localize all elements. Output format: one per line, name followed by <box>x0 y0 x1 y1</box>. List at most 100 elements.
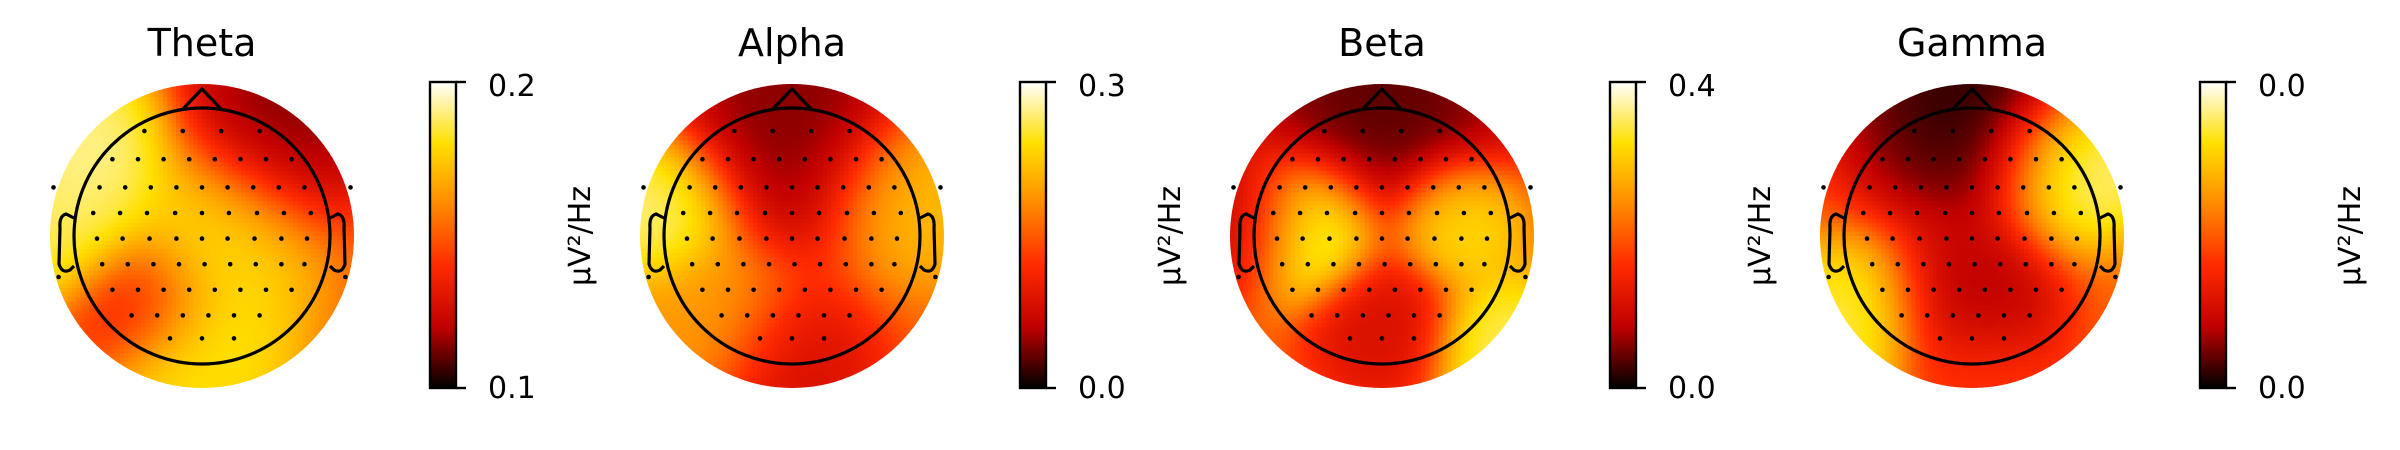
panel-title: Beta <box>1338 21 1426 65</box>
electrode-dot <box>1969 210 1975 216</box>
electrode-dot <box>802 156 808 162</box>
electrode-dot <box>125 261 131 267</box>
colorbar-max-label: 0.2 <box>488 69 536 104</box>
electrode-dot <box>1523 274 1528 280</box>
head-outline <box>1842 106 2102 366</box>
electrode-dot <box>253 261 259 267</box>
electrode-dot <box>1956 156 1962 162</box>
electrode-dot <box>1995 185 2000 190</box>
electrode-dot <box>2020 185 2026 190</box>
electrode-dot <box>816 210 822 216</box>
electrode-dot <box>1869 261 1875 267</box>
panel-title: Gamma <box>1897 21 2047 65</box>
electrode-dot <box>2023 261 2029 267</box>
electrode-dot <box>120 236 125 241</box>
electrode-dot <box>821 313 827 318</box>
electrode-dot <box>1921 261 1926 267</box>
panel-beta: Beta 0.4 0.0 µV²/Hz <box>1230 21 1778 406</box>
electrode-dot <box>279 236 284 241</box>
electrode-dot <box>1899 313 1904 318</box>
electrode-dot <box>1950 313 1956 318</box>
electrode-dot <box>263 156 269 162</box>
electrode-dot <box>2024 210 2030 216</box>
electrode-dot <box>712 185 718 190</box>
electrode-dot <box>764 236 769 241</box>
electrode-dot <box>1331 261 1336 267</box>
electrode-dot <box>199 336 205 341</box>
colorbar-max-label: 0.4 <box>1668 69 1716 104</box>
colorbar: 0.3 0.0 µV²/Hz <box>1018 69 1188 406</box>
electrode-dot <box>1392 287 1398 293</box>
electrode-dot <box>792 261 797 267</box>
electrode-dot <box>186 287 192 293</box>
electrode-dot <box>1917 236 1922 241</box>
head-outline <box>1252 106 1512 366</box>
electrode-dot <box>174 185 179 190</box>
electrode-dot <box>1905 156 1911 162</box>
electrode-markers <box>1231 128 1533 341</box>
electrode-dot <box>1484 236 1490 241</box>
electrode-dot <box>840 185 846 190</box>
electrode-dot <box>1944 236 1949 241</box>
electrode-dot <box>751 156 756 162</box>
topomap <box>50 84 354 388</box>
electrode-dot <box>1277 185 1282 190</box>
power-field <box>50 84 354 388</box>
electrode-dot <box>894 236 900 241</box>
electrode-dot <box>1360 313 1366 318</box>
power-field <box>640 84 944 388</box>
electrode-dot <box>1386 313 1391 318</box>
electrode-dot <box>129 313 134 318</box>
electrode-dot <box>161 156 166 162</box>
electrode-dot <box>1469 156 1474 162</box>
electrode-dot <box>853 156 859 162</box>
right-ear <box>918 212 937 273</box>
electrode-dot <box>737 236 742 241</box>
electrode-dot <box>1895 261 1901 267</box>
electrode-dot <box>1274 236 1280 241</box>
electrode-dot <box>828 156 833 162</box>
electrode-dot <box>789 236 795 241</box>
electrode-dot <box>172 210 178 216</box>
electrode-dot <box>1459 236 1464 241</box>
electrode-dot <box>869 261 874 267</box>
colorbar-min-label: 0.1 <box>488 371 536 406</box>
electrode-dot <box>684 236 690 241</box>
electrode-dot <box>808 128 814 134</box>
electrode-dot <box>1356 261 1362 267</box>
head-outline <box>662 106 922 366</box>
electrode-dot <box>1398 128 1404 134</box>
electrode-dot <box>1418 156 1423 162</box>
electrode-dot <box>1946 261 1952 267</box>
electrode-dot <box>186 156 192 162</box>
electrode-dot <box>1327 236 1332 241</box>
electrode-dot <box>715 261 721 267</box>
electrode-dot <box>725 287 731 293</box>
electrode-dot <box>304 236 310 241</box>
electrode-dot <box>1236 274 1241 280</box>
electrode-dot <box>789 210 795 216</box>
electrode-dot <box>1976 313 1981 318</box>
electrode-dot <box>2051 210 2057 216</box>
electrode-dot <box>99 261 105 267</box>
colorbar-min-label: 0.0 <box>1668 371 1716 406</box>
electrode-dot <box>2008 287 2013 293</box>
electrode-dot <box>871 210 877 216</box>
electrode-dot <box>1352 210 1358 216</box>
colorbar-max-label: 0.3 <box>1078 69 1126 104</box>
electrode-dot <box>1270 210 1276 216</box>
electrode-dot <box>2046 185 2052 190</box>
electrode-dot <box>1392 156 1398 162</box>
electrode-dot <box>1944 185 1949 190</box>
electrode-dot <box>225 185 230 190</box>
colorbar-gradient <box>1018 80 1048 390</box>
electrode-dot <box>1860 210 1866 216</box>
electrode-dot <box>1354 236 1359 241</box>
electrode-dot <box>789 185 795 190</box>
electrode-dot <box>142 128 147 134</box>
electrode-dot <box>738 185 744 190</box>
electrode-dot <box>147 236 152 241</box>
electrode-dot <box>276 185 282 190</box>
electrode-dot <box>853 287 859 293</box>
electrode-dot <box>1443 287 1449 293</box>
